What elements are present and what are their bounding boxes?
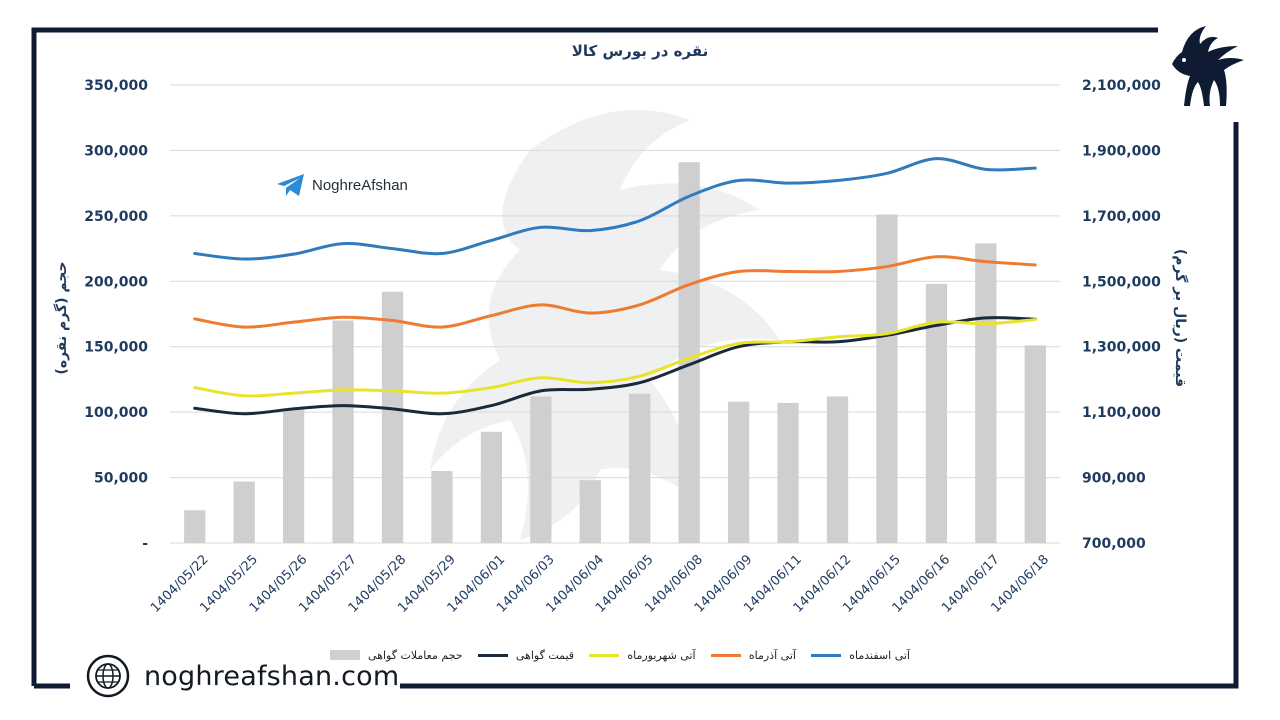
legend-swatch xyxy=(811,653,842,657)
left-axis-tick-label: 200,000 xyxy=(84,274,148,290)
right-axis-tick-label: 1,700,000 xyxy=(1082,209,1161,225)
volume-bar[interactable] xyxy=(381,291,404,543)
volume-bar[interactable] xyxy=(925,283,948,543)
volume-bar[interactable] xyxy=(530,396,552,543)
ibex-pegasus-logo xyxy=(1172,26,1244,106)
volume-bar[interactable] xyxy=(282,408,305,543)
volume-bar[interactable] xyxy=(1024,345,1046,543)
legend-label: آتی شهریورماه xyxy=(627,648,696,662)
volume-bar[interactable] xyxy=(777,402,799,543)
chart-legend: آتی اسفندماه آتی آذرماه آتی شهریورماه قیمت … xyxy=(330,646,910,664)
right-axis-tick-label: 1,900,000 xyxy=(1082,143,1161,159)
left-axis-tick-label: 250,000 xyxy=(84,209,148,225)
legend-item[interactable]: حجم معاملات گواهی xyxy=(330,649,463,662)
frame-bottom-right-border xyxy=(400,122,1239,689)
volume-bar[interactable] xyxy=(975,243,997,543)
volume-bar[interactable] xyxy=(233,481,255,543)
right-axis-tick-label: 2,100,000 xyxy=(1082,78,1161,94)
volume-bar[interactable] xyxy=(678,162,700,543)
right-axis-tick-label: 1,300,000 xyxy=(1082,340,1161,356)
legend-swatch xyxy=(589,653,620,657)
left-axis-tick-label: 50,000 xyxy=(94,471,148,487)
price-line[interactable] xyxy=(193,316,1037,416)
left-axis-tick-label: 100,000 xyxy=(84,405,148,421)
right-axis-tick-label: 900,000 xyxy=(1082,471,1146,487)
volume-bar[interactable] xyxy=(184,510,206,543)
globe-icon xyxy=(86,654,130,698)
volume-bar[interactable] xyxy=(876,214,898,543)
volume-bar[interactable] xyxy=(629,393,651,543)
legend-item[interactable]: آتی اسفندماه xyxy=(811,649,910,662)
right-axis-title: قیمت (ریال بر گرم) xyxy=(1172,249,1189,387)
legend-item[interactable]: قیمت گواهی xyxy=(477,648,575,662)
volume-bar[interactable] xyxy=(727,401,750,543)
azar-futures-line[interactable] xyxy=(193,255,1037,329)
left-axis-tick-label: 150,000 xyxy=(84,340,148,356)
legend-swatch xyxy=(710,653,741,657)
right-axis-tick-label: 1,100,000 xyxy=(1082,405,1161,421)
volume-bar[interactable] xyxy=(431,471,453,543)
legend-label: آتی اسفندماه xyxy=(849,648,910,662)
chart-title: نقره در بورس کالا xyxy=(571,42,709,60)
legend-swatch xyxy=(330,650,361,660)
shahrivar-futures-line[interactable] xyxy=(193,318,1037,398)
left-axis-tick-label: 350,000 xyxy=(84,78,148,94)
legend-swatch xyxy=(477,653,508,657)
volume-bar[interactable] xyxy=(480,431,503,543)
right-axis-tick-label: 1,500,000 xyxy=(1082,274,1161,290)
brand-badge[interactable]: NoghreAfshan xyxy=(276,172,408,198)
telegram-icon xyxy=(277,174,304,196)
legend-label: قیمت گواهی xyxy=(515,648,575,662)
brand-label: NoghreAfshan xyxy=(312,176,408,194)
frame-top-left-border xyxy=(31,27,1158,686)
site-footer[interactable]: noghreafshan.com xyxy=(86,654,399,698)
volume-bar[interactable] xyxy=(332,320,354,543)
left-axis-tick-label: - xyxy=(142,536,148,552)
legend-item[interactable]: آتی شهریورماه xyxy=(589,648,696,662)
volume-bar[interactable] xyxy=(826,396,849,543)
legend-label: آتی آذرماه xyxy=(748,648,796,662)
volume-bar[interactable] xyxy=(579,480,601,543)
left-axis-title: حجم (گرم نقره) xyxy=(53,261,70,374)
legend-item[interactable]: آتی آذرماه xyxy=(710,648,796,662)
legend-label: حجم معاملات گواهی xyxy=(368,648,463,662)
site-url[interactable]: noghreafshan.com xyxy=(144,660,400,692)
esfand-futures-line[interactable] xyxy=(193,157,1037,261)
left-axis-tick-label: 300,000 xyxy=(84,143,148,159)
right-axis-tick-label: 700,000 xyxy=(1082,536,1146,552)
